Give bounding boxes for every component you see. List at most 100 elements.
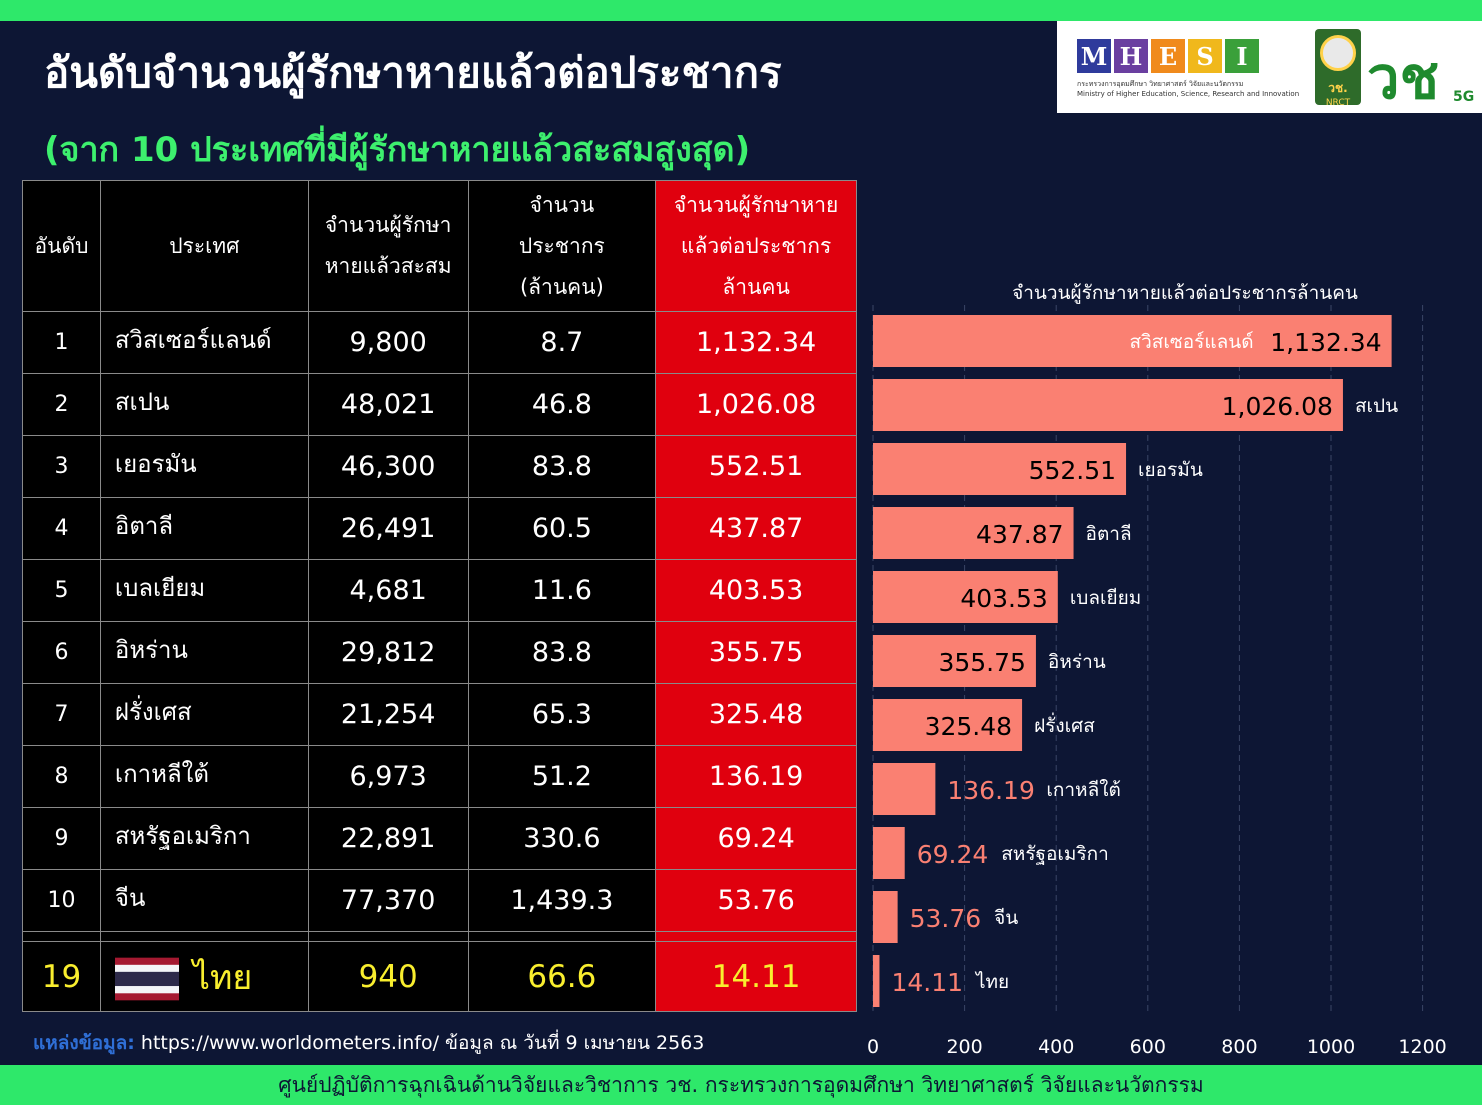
chart-value-label: 437.87 — [976, 520, 1063, 549]
spacer-cell — [467, 931, 657, 942]
cell-rank: 5 — [22, 559, 101, 622]
header-country: ประเทศ — [99, 180, 309, 312]
cell-per-million: 69.24 — [655, 807, 857, 870]
cell-recovered: 26,491 — [307, 497, 469, 560]
mhesi-logo: M H E S I — [1077, 39, 1259, 73]
cell-country: สหรัฐอเมริกา — [99, 807, 309, 870]
chart-bar — [873, 827, 905, 879]
cell-population: 83.8 — [467, 621, 657, 684]
cell-recovered: 4,681 — [307, 559, 469, 622]
cell-country: เบลเยียม — [99, 559, 309, 622]
cell-rank: 6 — [22, 621, 101, 684]
cell-population: 83.8 — [467, 435, 657, 498]
header-per-million-line1: จำนวนผู้รักษาหาย — [673, 192, 839, 217]
cell-population: 46.8 — [467, 373, 657, 436]
cell-recovered: 940 — [307, 941, 469, 1012]
chart-value-label: 1,132.34 — [1270, 328, 1381, 357]
chart-x-tick: 400 — [1038, 1036, 1074, 1058]
cell-population: 60.5 — [467, 497, 657, 560]
chart-bar — [873, 443, 1127, 495]
table-row: 2 สเปน 48,021 46.8 1,026.08 — [22, 373, 857, 436]
cell-recovered: 21,254 — [307, 683, 469, 746]
cell-population: 330.6 — [467, 807, 657, 870]
table-row: 6 อิหร่าน 29,812 83.8 355.75 — [22, 621, 857, 684]
vc5g-logo-sub: 5G — [1453, 89, 1475, 105]
recovery-table: อันดับ ประเทศ จำนวนผู้รักษา หายแล้วสะสม … — [22, 180, 857, 1012]
header-per-million: จำนวนผู้รักษาหาย แล้วต่อประชากร ล้านคน — [655, 180, 857, 312]
chart-x-tick: 1000 — [1307, 1036, 1355, 1058]
cell-per-million: 552.51 — [655, 435, 857, 498]
cell-recovered: 9,800 — [307, 311, 469, 374]
chart-category-label: สหรัฐอเมริกา — [1001, 843, 1109, 865]
cell-country: อิหร่าน — [99, 621, 309, 684]
vc5g-logo: วช 5G — [1367, 31, 1474, 124]
header-recovered: จำนวนผู้รักษา หายแล้วสะสม — [307, 180, 469, 312]
cell-country: ไทย — [99, 941, 309, 1012]
cell-country: อิตาลี — [99, 497, 309, 560]
cell-population: 8.7 — [467, 311, 657, 374]
mhesi-letter-e: E — [1151, 39, 1185, 73]
cell-per-million: 136.19 — [655, 745, 857, 808]
cell-recovered: 46,300 — [307, 435, 469, 498]
chart-x-tick: 800 — [1221, 1036, 1257, 1058]
data-source-text: https://www.worldometers.info/ ข้อมูล ณ … — [134, 1032, 705, 1054]
cell-country: สเปน — [99, 373, 309, 436]
page-subtitle: (จาก 10 ประเทศที่มีผู้รักษาหายแล้วสะสมสู… — [44, 130, 751, 170]
header-population-line2: ประชากร — [518, 233, 605, 258]
mhesi-subtitle: กระทรวงการอุดมศึกษา วิทยาศาสตร์ วิจัยและ… — [1077, 79, 1299, 99]
cell-rank: 4 — [22, 497, 101, 560]
cell-recovered: 29,812 — [307, 621, 469, 684]
table-row-thailand: 19 ไทย 940 66.6 14.11 — [22, 941, 857, 1012]
top-accent-bar — [0, 0, 1482, 21]
table-row: 9 สหรัฐอเมริกา 22,891 330.6 69.24 — [22, 807, 857, 870]
cell-population: 1,439.3 — [467, 869, 657, 932]
cell-country-name: ไทย — [192, 957, 253, 998]
cell-per-million: 14.11 — [655, 941, 857, 1012]
chart-category-label: เบลเยียม — [1070, 587, 1141, 609]
cell-rank: 3 — [22, 435, 101, 498]
chart-bar — [873, 507, 1074, 559]
chart-title: จำนวนผู้รักษาหายแล้วต่อประชากรล้านคน — [1012, 282, 1358, 304]
cell-country: จีน — [99, 869, 309, 932]
recovery-bar-chart: จำนวนผู้รักษาหายแล้วต่อประชากรล้านคน 0 200… — [867, 282, 1447, 1058]
cell-country: สวิสเซอร์แลนด์ — [99, 311, 309, 374]
table-row: 8 เกาหลีใต้ 6,973 51.2 136.19 — [22, 745, 857, 808]
nrct-logo-text: วช. — [1328, 81, 1348, 95]
cell-rank: 9 — [22, 807, 101, 870]
cell-per-million: 437.87 — [655, 497, 857, 560]
table-row: 10 จีน 77,370 1,439.3 53.76 — [22, 869, 857, 932]
chart-bar — [873, 955, 880, 1007]
cell-per-million: 403.53 — [655, 559, 857, 622]
cell-recovered: 77,370 — [307, 869, 469, 932]
chart-value-label: 325.48 — [925, 712, 1012, 741]
spacer-cell — [307, 931, 469, 942]
chart-bar — [873, 699, 1023, 751]
nrct-logo: วช. NRCT — [1315, 29, 1361, 108]
spacer-cell — [655, 931, 857, 942]
chart-category-label: เยอรมัน — [1138, 459, 1203, 481]
chart-bar — [873, 635, 1036, 687]
chart-category-label: สวิสเซอร์แลนด์ — [1130, 331, 1254, 353]
header-population-line3: (ล้านคน) — [519, 274, 604, 299]
data-source: แหล่งข้อมูล: https://www.worldometers.in… — [33, 1028, 704, 1058]
chart-bar — [873, 571, 1058, 623]
mhesi-letter-m: M — [1077, 39, 1111, 73]
cell-recovered: 48,021 — [307, 373, 469, 436]
chart-value-label: 552.51 — [1029, 456, 1116, 485]
cell-population: 51.2 — [467, 745, 657, 808]
chart-bar — [873, 315, 1392, 367]
header-per-million-line2: แล้วต่อประชากร — [680, 233, 832, 258]
chart-category-label: สเปน — [1355, 395, 1398, 417]
chart-bar — [873, 763, 936, 815]
cell-population: 66.6 — [467, 941, 657, 1012]
spacer-cell — [22, 931, 101, 942]
chart-category-label: เกาหลีใต้ — [1046, 779, 1120, 801]
header-recovered-line1: จำนวนผู้รักษา — [324, 213, 452, 237]
mhesi-letter-h: H — [1114, 39, 1148, 73]
chart-category-label: ไทย — [974, 971, 1009, 993]
cell-country: เกาหลีใต้ — [99, 745, 309, 808]
nrct-seal-icon — [1320, 35, 1356, 71]
chart-value-label: 1,026.08 — [1222, 392, 1333, 421]
mhesi-letter-i: I — [1225, 39, 1259, 73]
header-per-million-line3: ล้านคน — [722, 274, 790, 299]
